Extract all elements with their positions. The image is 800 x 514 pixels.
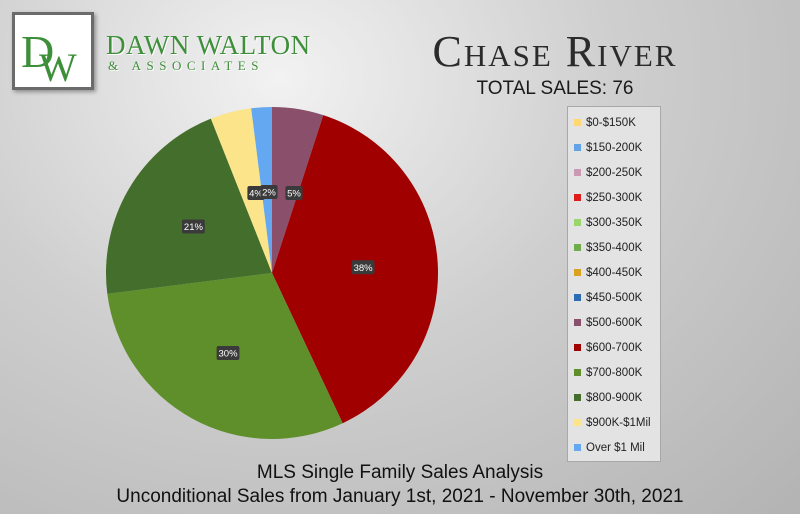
legend-label: $150-200K [586, 141, 643, 154]
legend-label: $900K-$1Mil [586, 416, 651, 429]
data-label-bg-700-800k [216, 346, 240, 361]
company-logo: D W [12, 12, 94, 90]
legend-swatch [574, 419, 581, 426]
legend-label: $600-700K [586, 341, 643, 354]
legend-item-800-900k: $800-900K [574, 385, 660, 410]
legend-label: $350-400K [586, 241, 643, 254]
brand-name: DAWN WALTON [106, 30, 311, 60]
data-label-bg-900k-1mil [247, 186, 265, 200]
data-label-900k-1mil: 4% [249, 189, 263, 200]
legend-item-300-350k: $300-350K [574, 210, 660, 235]
legend-label: $300-350K [586, 216, 643, 229]
legend-swatch [574, 269, 581, 276]
logo-monogram-d: D [21, 26, 54, 77]
legend-swatch [574, 394, 581, 401]
legend-label: $800-900K [586, 391, 643, 404]
legend-swatch [574, 119, 581, 126]
legend-swatch [574, 344, 581, 351]
legend-item-400-450k: $400-450K [574, 260, 660, 285]
legend-swatch [574, 444, 581, 451]
legend-item-250-300k: $250-300K [574, 185, 660, 210]
page-title: Chase River [432, 27, 678, 76]
legend-item-500-600k: $500-600K [574, 310, 660, 335]
legend-label: $400-450K [586, 266, 643, 279]
legend-swatch [574, 144, 581, 151]
legend-swatch [574, 219, 581, 226]
legend-label: $0-$150K [586, 116, 636, 129]
legend-item-over-1-mil: Over $1 Mil [574, 435, 660, 460]
pie-slice-900k-1mil [210, 108, 272, 273]
legend-swatch [574, 319, 581, 326]
data-label-over-1-mil: 2% [262, 188, 276, 199]
legend-swatch [574, 244, 581, 251]
total-sales: TOTAL SALES: 76 [476, 78, 634, 99]
legend-label: $450-500K [586, 291, 643, 304]
legend-item-450-500k: $450-500K [574, 285, 660, 310]
legend-swatch [574, 169, 581, 176]
brand-subtitle: & ASSOCIATES [108, 58, 264, 73]
legend-label: Over $1 Mil [586, 441, 645, 454]
data-label-700-800k: 30% [219, 349, 239, 360]
legend-item-700-800k: $700-800K [574, 360, 660, 385]
legend-swatch [574, 194, 581, 201]
legend-label: $700-800K [586, 366, 643, 379]
legend-item-200-250k: $200-250K [574, 160, 660, 185]
legend-item-0-150k: $0-$150K [574, 110, 660, 135]
legend-item-900k-1mil: $900K-$1Mil [574, 410, 660, 435]
data-label-bg-over-1-mil [260, 185, 278, 199]
footer-line-1: MLS Single Family Sales Analysis [256, 462, 544, 483]
legend-swatch [574, 369, 581, 376]
legend-label: $250-300K [586, 191, 643, 204]
data-label-bg-800-900k [182, 219, 205, 234]
data-label-800-900k: 21% [184, 222, 204, 233]
legend-label: $500-600K [586, 316, 643, 329]
legend-item-150-200k: $150-200K [574, 135, 660, 160]
chart-legend: $0-$150K $150-200K $200-250K $250-300K $300-… [567, 106, 661, 462]
logo-monogram-w: W [39, 45, 77, 87]
footer-line-2: Unconditional Sales from January 1st, 20… [116, 486, 684, 507]
data-label-500-600k: 5% [287, 189, 301, 200]
data-label-600-700k: 38% [354, 263, 374, 274]
legend-label: $200-250K [586, 166, 643, 179]
pie-slice-800-900k [106, 118, 272, 294]
legend-swatch [574, 294, 581, 301]
legend-item-600-700k: $600-700K [574, 335, 660, 360]
data-label-bg-500-600k [285, 186, 303, 200]
legend-item-350-400k: $350-400K [574, 235, 660, 260]
data-label-bg-600-700k [351, 260, 375, 275]
